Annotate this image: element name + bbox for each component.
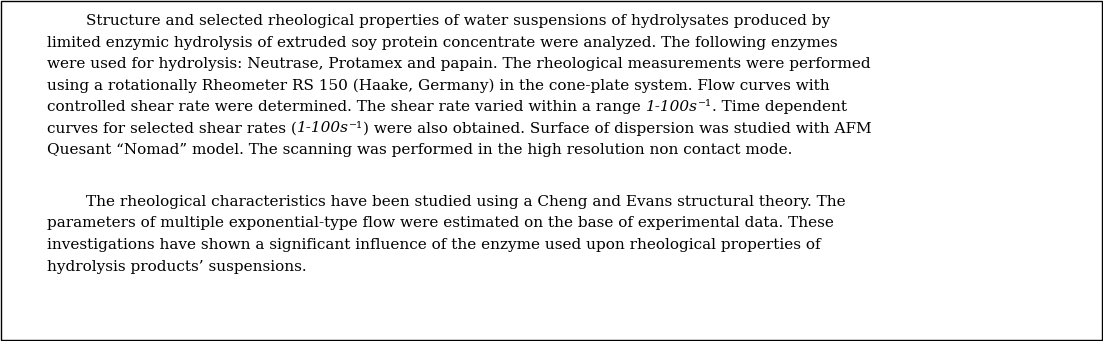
- Text: were used for hydrolysis: Neutrase, Protamex and papain. The rheological measure: were used for hydrolysis: Neutrase, Prot…: [47, 57, 870, 71]
- Text: hydrolysis products’ suspensions.: hydrolysis products’ suspensions.: [47, 260, 307, 273]
- Text: 1-100s: 1-100s: [297, 121, 349, 135]
- Text: ⁻¹: ⁻¹: [349, 121, 363, 135]
- Text: ⁻¹: ⁻¹: [697, 100, 711, 114]
- Text: parameters of multiple exponential-type flow were estimated on the base of exper: parameters of multiple exponential-type …: [47, 217, 834, 231]
- Text: investigations have shown a significant influence of the enzyme used upon rheolo: investigations have shown a significant …: [47, 238, 821, 252]
- Text: curves for selected shear rates (: curves for selected shear rates (: [47, 121, 297, 135]
- Text: using a rotationally Rheometer RS 150 (Haake, Germany) in the cone-plate system.: using a rotationally Rheometer RS 150 (H…: [47, 78, 829, 93]
- Text: limited enzymic hydrolysis of extruded soy protein concentrate were analyzed. Th: limited enzymic hydrolysis of extruded s…: [47, 35, 837, 49]
- Text: controlled shear rate were determined. The shear rate varied within a range: controlled shear rate were determined. T…: [47, 100, 645, 114]
- Text: Structure and selected rheological properties of water suspensions of hydrolysat: Structure and selected rheological prope…: [47, 14, 831, 28]
- Text: 1-100s: 1-100s: [645, 100, 697, 114]
- Text: Quesant “Nomad” model. The scanning was performed in the high resolution non con: Quesant “Nomad” model. The scanning was …: [47, 143, 792, 157]
- Text: ) were also obtained. Surface of dispersion was studied with AFM: ) were also obtained. Surface of dispers…: [363, 121, 871, 136]
- Text: . Time dependent: . Time dependent: [711, 100, 847, 114]
- Text: The rheological characteristics have been studied using a Cheng and Evans struct: The rheological characteristics have bee…: [47, 195, 846, 209]
